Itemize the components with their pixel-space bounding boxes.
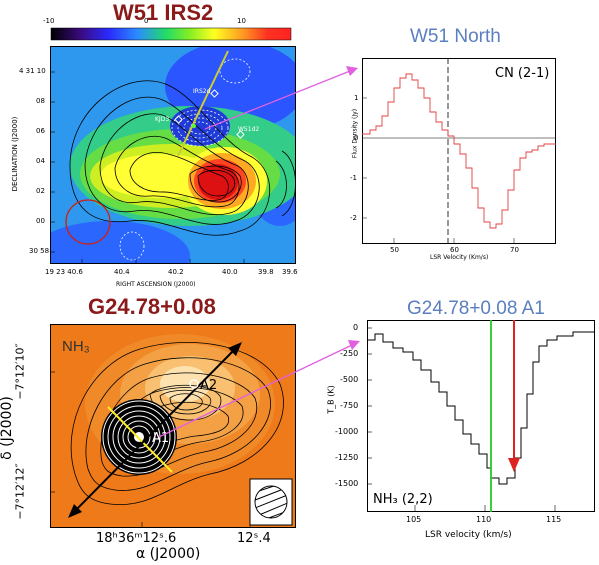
map2-xlabel: α (J2000) xyxy=(136,546,201,562)
g24-map xyxy=(50,324,296,528)
spec2-xtick-105: 105 xyxy=(406,515,422,524)
spec2-ytick-250: -250 xyxy=(340,349,359,358)
spec2-ytick-750: -750 xyxy=(340,401,359,410)
spec1-xtick-50: 50 xyxy=(390,246,399,254)
map1-xtick-2: 40.2 xyxy=(168,268,184,276)
spec2-ytick-500: -500 xyxy=(340,375,359,384)
w51-north-spectrum xyxy=(362,58,556,244)
spec2-xtick-115: 115 xyxy=(546,515,562,524)
colorbar-tick-10: 10 xyxy=(237,17,246,25)
map1-ytick-3: 04 xyxy=(36,157,45,165)
map1-ytick-0: 4 31 10 xyxy=(19,67,46,75)
colorbar-tick-0: 0 xyxy=(144,17,149,25)
map1-xtick-0: 19 23 40.6 xyxy=(45,268,83,276)
map1-xlabel: RIGHT ASCENSION (J2000) xyxy=(116,281,196,288)
map2-xtick-1: 12ˢ.4 xyxy=(237,531,271,546)
spec1-ytick-m1: -1 xyxy=(350,174,357,182)
source-label-kjd3: KJD3 xyxy=(155,116,170,123)
label-a2: A2 xyxy=(200,378,218,393)
spec1-xtick-60: 60 xyxy=(450,246,459,254)
spec2-ytick-0: 0 xyxy=(353,323,359,332)
title-g24: G24.78+0.08 xyxy=(88,294,216,319)
spec2-ytick-1250: -1250 xyxy=(335,453,359,462)
map1-xtick-4: 39.8 xyxy=(258,268,274,276)
colorbar-tick-neg10: -10 xyxy=(43,17,55,25)
cn-line-label: CN (2-1) xyxy=(495,66,550,81)
spec1-ytick-1: 1 xyxy=(354,94,359,102)
spec1-xlabel: LSR Velocity (Km/s) xyxy=(430,254,489,261)
colorbar xyxy=(50,27,292,41)
g24-a1-spectrum xyxy=(367,320,595,512)
title-g24-a1: G24.78+0.08 A1 xyxy=(407,298,545,319)
spec2-ytick-1000: -1000 xyxy=(335,427,359,436)
spec2-ytick-1500: -1500 xyxy=(335,479,359,488)
map1-ytick-6: 30 58 xyxy=(29,247,50,255)
spec1-xtick-70: 70 xyxy=(510,246,519,254)
map2-xtick-0: 18ʰ36ᵐ12ˢ.6 xyxy=(96,531,177,546)
title-w51-north: W51 North xyxy=(410,26,501,47)
source-label-w51d2: W51d2 xyxy=(238,126,260,133)
map1-ytick-2: 06 xyxy=(36,127,45,135)
spec2-xlabel: LSR velocity (km/s) xyxy=(425,530,512,540)
title-w51-irs2: W51 IRS2 xyxy=(113,0,214,25)
nh3-line-label: NH₃ (2,2) xyxy=(373,492,433,507)
map1-ytick-4: 02 xyxy=(36,187,45,195)
source-label-irs2d: IRS2d xyxy=(193,88,211,95)
spec1-ytick-m2: -2 xyxy=(350,214,357,222)
map1-ytick-5: 00 xyxy=(36,217,45,225)
map1-xtick-3: 40.0 xyxy=(222,268,238,276)
nh3-map-label: NH₃ xyxy=(62,338,90,355)
map1-xtick-1: 40.4 xyxy=(114,268,130,276)
spec1-ytick-0: 0 xyxy=(354,134,359,142)
w51-irs2-map xyxy=(50,46,296,264)
map1-ytick-1: 08 xyxy=(36,97,45,105)
map1-xtick-5: 39.6 xyxy=(282,268,298,276)
spec2-xtick-110: 110 xyxy=(476,515,492,524)
